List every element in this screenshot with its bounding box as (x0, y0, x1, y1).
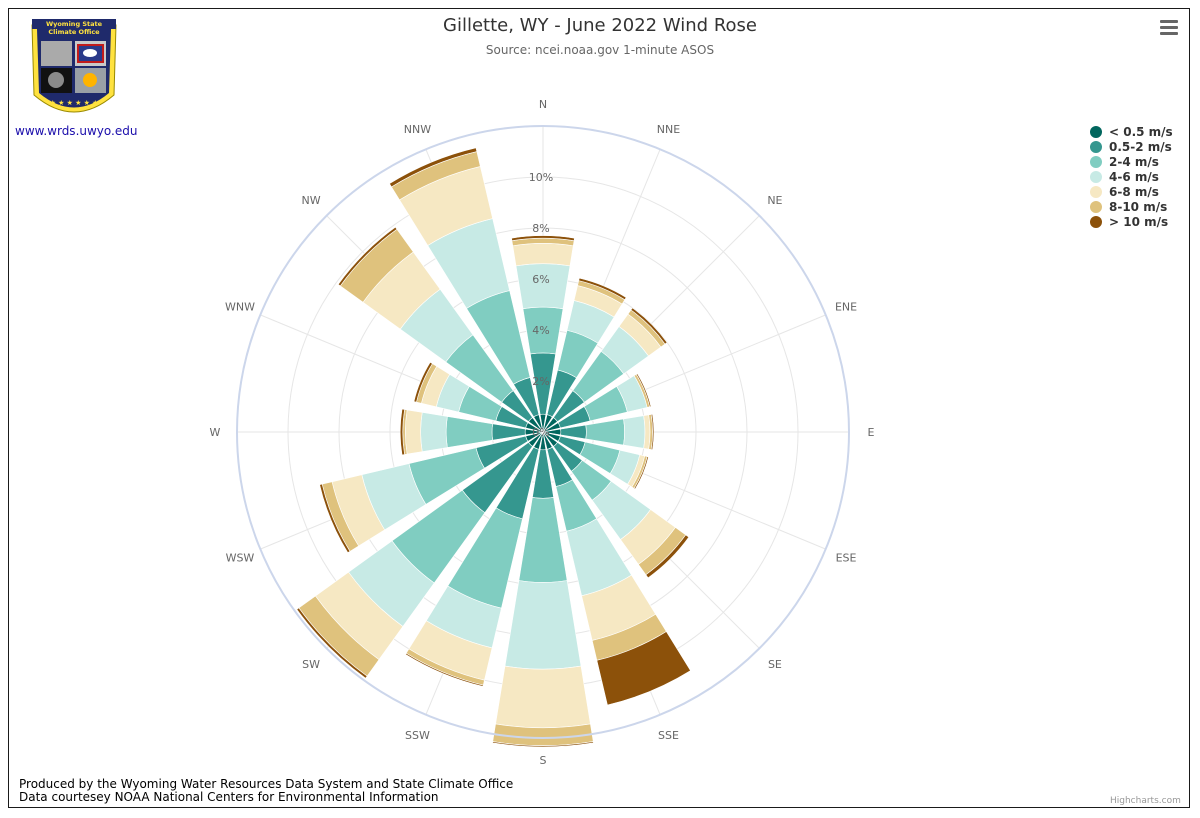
legend-dot-2 (1090, 155, 1102, 168)
legend-label-6: > 10 m/s (1109, 214, 1169, 229)
radial-tick-label: 10% (529, 171, 553, 184)
sector-wnw-series-6 (413, 361, 433, 403)
radial-tick-label: 6% (532, 273, 549, 286)
sector-se-series-6 (645, 534, 690, 579)
chart-legend: < 0.5 m/s 0.5-2 m/s 2-4 m/s 4-6 m/s 6-8 … (1090, 124, 1173, 229)
sector-s-series-4 (495, 665, 591, 729)
sector-e-series-2 (585, 418, 625, 446)
legend-item-2[interactable]: 2-4 m/s (1090, 154, 1173, 169)
legend-label-0: < 0.5 m/s (1109, 124, 1173, 139)
legend-item-4[interactable]: 6-8 m/s (1090, 184, 1173, 199)
sector-sse-series-6 (596, 631, 691, 706)
legend-label-5: 8-10 m/s (1109, 199, 1168, 214)
direction-label-nne: NNE (657, 123, 680, 136)
legend-dot-3 (1090, 170, 1102, 183)
direction-label-e: E (868, 426, 875, 439)
legend-item-1[interactable]: 0.5-2 m/s (1090, 139, 1173, 154)
direction-label-ssw: SSW (405, 729, 430, 742)
direction-label-n: N (539, 98, 547, 111)
direction-label-ene: ENE (835, 300, 857, 313)
chart-subtitle: Source: ncei.noaa.gov 1-minute ASOS (485, 43, 715, 57)
wrds-link[interactable]: www.wrds.uwyo.edu (15, 124, 138, 138)
sector-s-series-2 (518, 497, 568, 583)
legend-item-5[interactable]: 8-10 m/s (1090, 199, 1173, 214)
legend-dot-5 (1090, 200, 1102, 213)
legend-label-4: 6-8 m/s (1109, 184, 1159, 199)
sector-w-series-2 (445, 416, 494, 448)
sector-nnw-series-6 (389, 147, 478, 188)
sector-e-series-6 (650, 413, 655, 451)
hamburger-menu-icon[interactable] (1158, 20, 1180, 40)
outer-circle (236, 125, 850, 739)
direction-label-sw: SW (302, 658, 320, 671)
sector-wsw-series-6 (319, 483, 351, 554)
credits-block: Produced by the Wyoming Water Resources … (19, 778, 513, 804)
sector-n-series-4 (512, 243, 574, 267)
legend-label-3: 4-6 m/s (1109, 169, 1159, 184)
credits-line-1: Produced by the Wyoming Water Resources … (19, 777, 514, 791)
direction-label-ne: NE (767, 194, 782, 207)
legend-item-6[interactable]: > 10 m/s (1090, 214, 1173, 229)
sector-nw-series-6 (337, 226, 398, 287)
sector-s-series-6 (492, 741, 594, 748)
radial-tick-label: 4% (532, 324, 549, 337)
sector-n-series-6 (511, 235, 575, 242)
direction-label-se: SE (768, 658, 782, 671)
sector-w-series-6 (399, 408, 405, 456)
sector-ene-series-6 (635, 373, 652, 408)
sector-sw-series-6 (296, 607, 368, 679)
direction-label-ese: ESE (836, 552, 857, 565)
legend-dot-6 (1090, 215, 1102, 228)
svg-text:★ ★ ★ ★ ★ ★: ★ ★ ★ ★ ★ ★ (50, 99, 99, 107)
sector-w-series-4 (405, 409, 423, 455)
sector-ese-series-6 (633, 456, 649, 490)
chart-title: Gillette, WY - June 2022 Wind Rose (443, 15, 757, 36)
direction-label-nnw: NNW (404, 123, 431, 136)
legend-label-2: 2-4 m/s (1109, 154, 1159, 169)
chart-frame (8, 8, 1190, 808)
direction-label-w: W (210, 426, 221, 439)
legend-item-0[interactable]: < 0.5 m/s (1090, 124, 1173, 139)
highcharts-credit[interactable]: Highcharts.com (1110, 796, 1181, 806)
credits-line-2: Data courtesey NOAA National Centers for… (19, 790, 439, 804)
climate-office-logo: Wyoming State Climate Office ★ ★ ★ ★ ★ ★ (31, 19, 117, 113)
sector-w-series-3 (420, 412, 448, 452)
sector-ssw-series-6 (405, 652, 484, 687)
direction-label-sse: SSE (658, 729, 679, 742)
direction-label-s: S (540, 754, 547, 767)
direction-label-wnw: WNW (225, 300, 255, 313)
sector-ne-series-6 (630, 307, 668, 345)
radial-tick-label: 0% (532, 426, 549, 439)
legend-label-1: 0.5-2 m/s (1109, 139, 1172, 154)
legend-dot-0 (1090, 125, 1102, 138)
direction-label-nw: NW (302, 194, 321, 207)
radial-tick-label: 2% (532, 375, 549, 388)
legend-dot-1 (1090, 140, 1102, 153)
direction-label-wsw: WSW (226, 552, 255, 565)
sector-n-series-3 (515, 263, 571, 310)
radial-tick-label: 8% (532, 222, 549, 235)
sector-s-series-3 (504, 580, 582, 670)
legend-item-3[interactable]: 4-6 m/s (1090, 169, 1173, 184)
legend-dot-4 (1090, 185, 1102, 198)
sector-nne-series-6 (578, 277, 627, 301)
sector-e-series-3 (623, 415, 646, 449)
logo-banner-text-2: Climate Office (48, 28, 100, 36)
logo-banner-text-1: Wyoming State (46, 20, 103, 28)
